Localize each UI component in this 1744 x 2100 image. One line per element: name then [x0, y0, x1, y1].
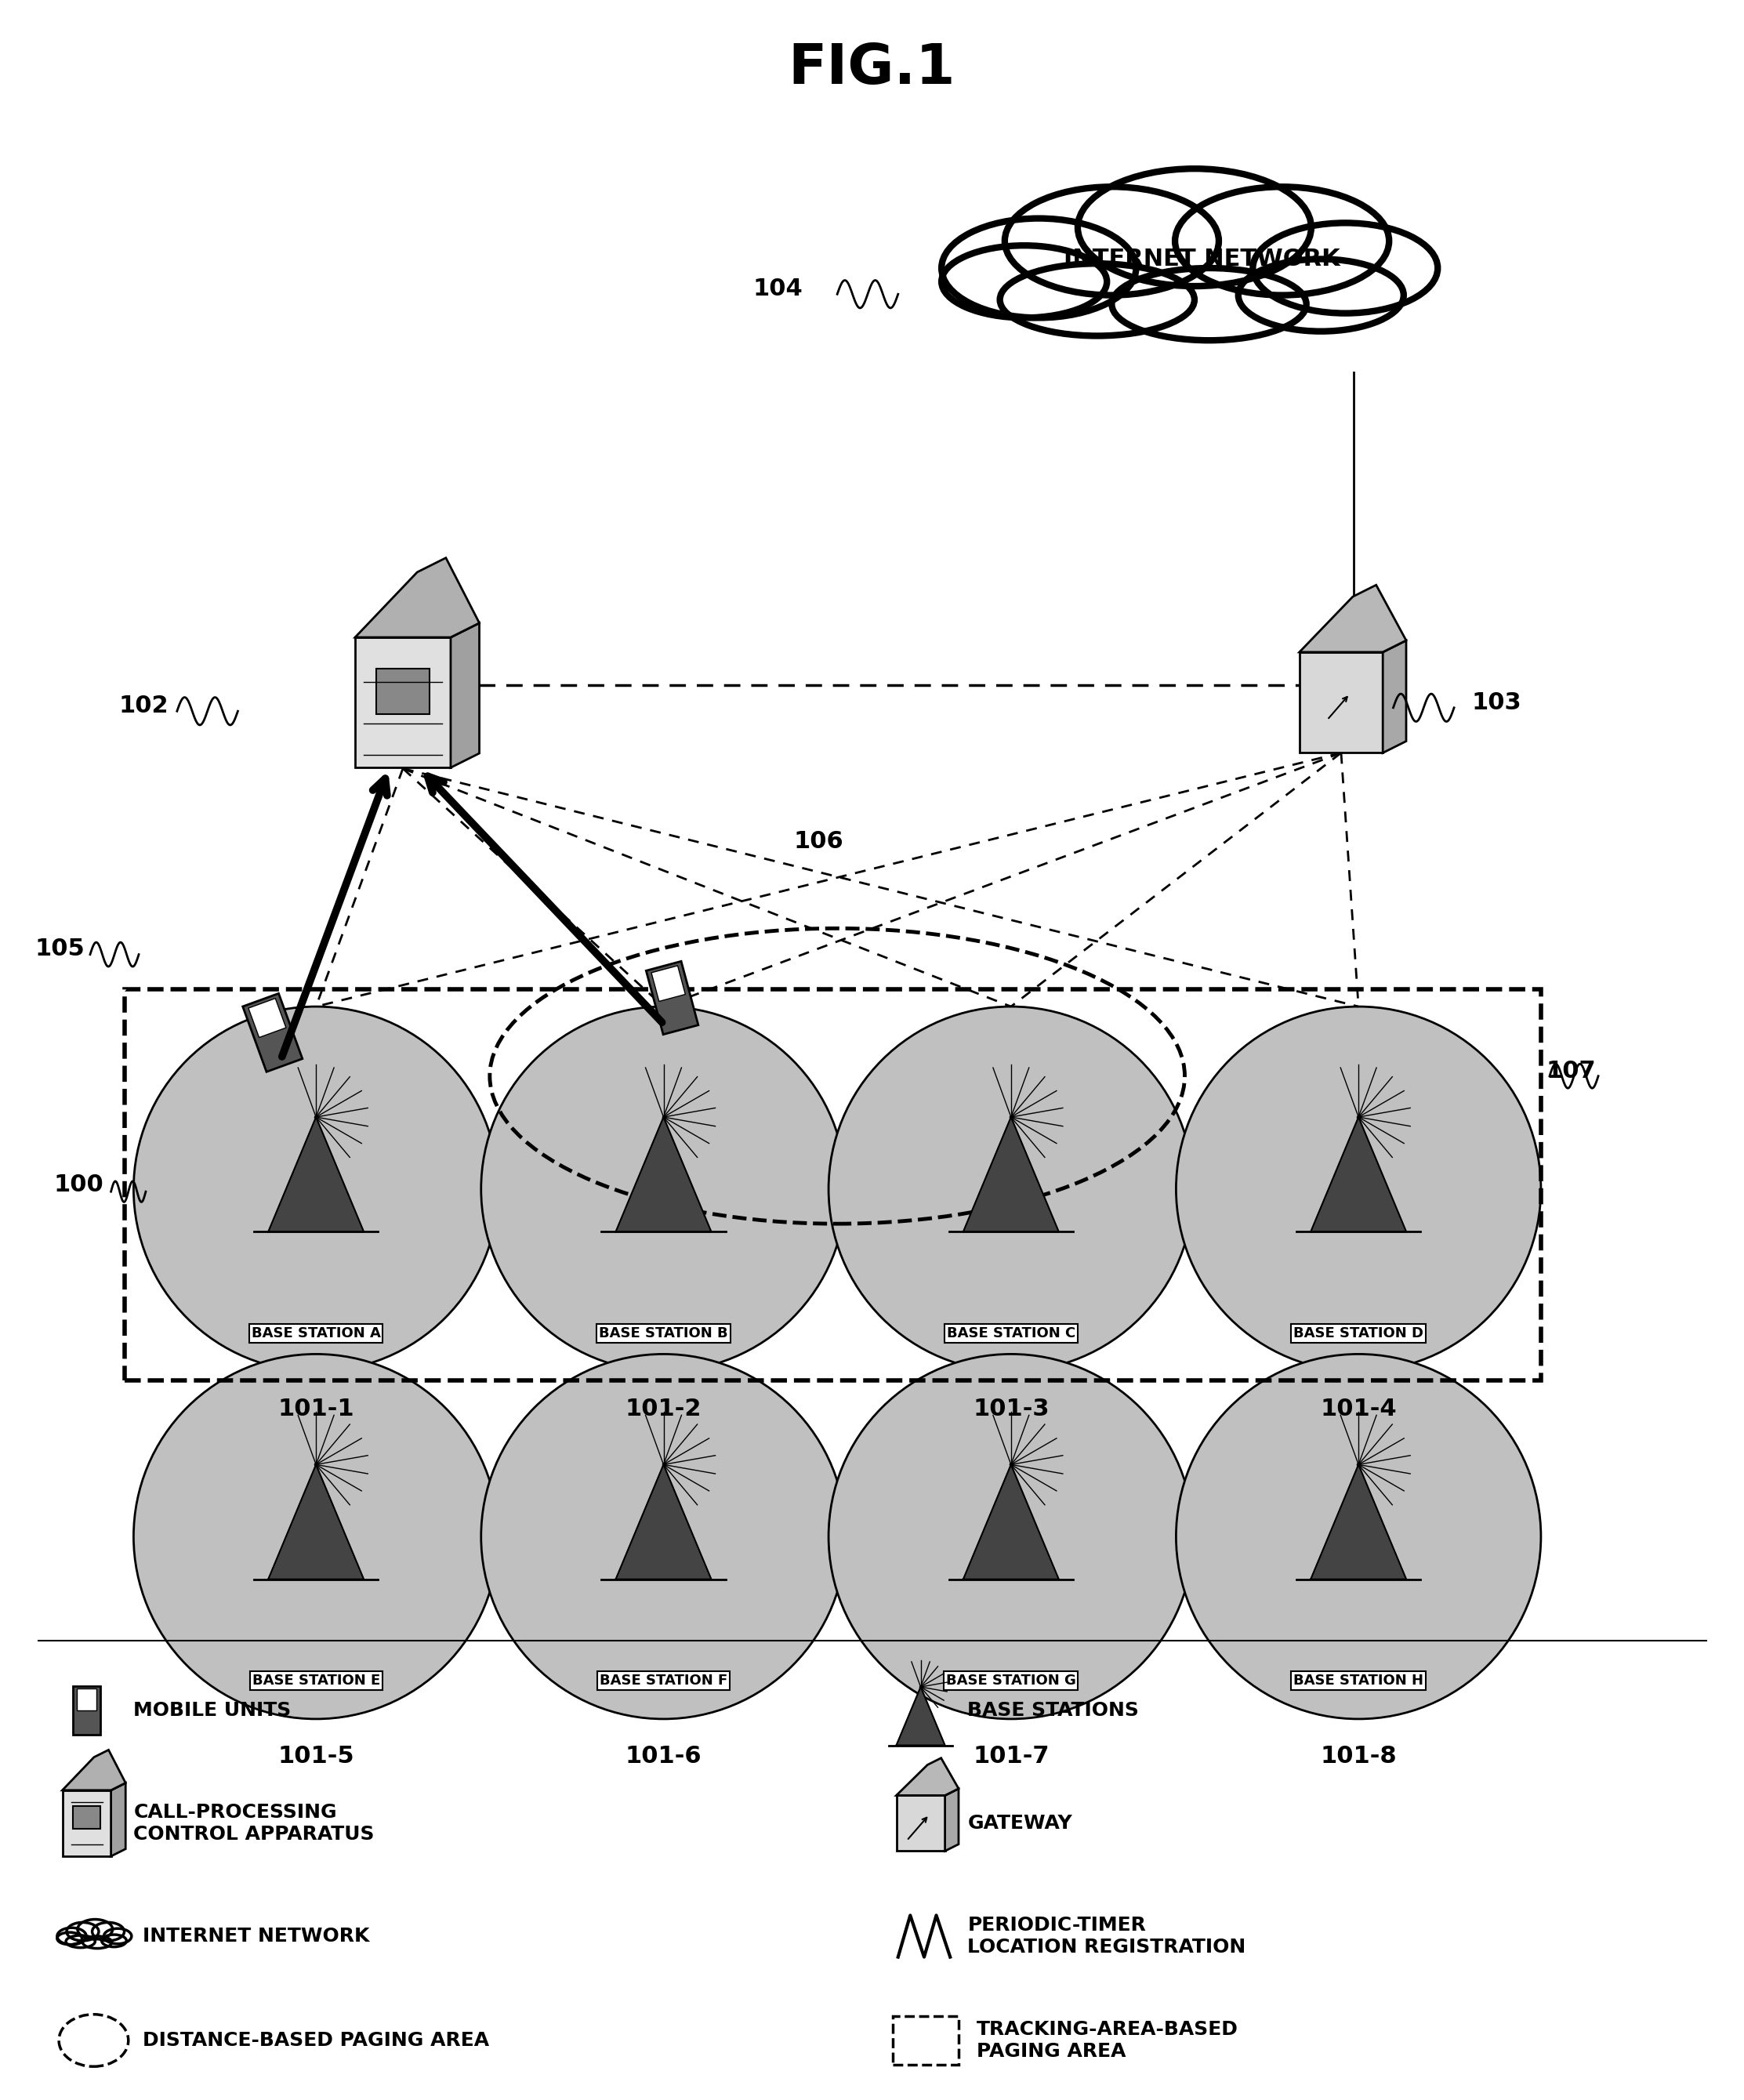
Bar [126, 989, 1542, 1380]
Polygon shape [73, 1686, 99, 1735]
Text: 105: 105 [35, 939, 85, 960]
Text: 101-1: 101-1 [277, 1396, 354, 1420]
Ellipse shape [942, 246, 1107, 317]
Ellipse shape [1111, 269, 1306, 340]
Polygon shape [1299, 586, 1406, 653]
Circle shape [134, 1006, 499, 1371]
Polygon shape [645, 962, 698, 1035]
Polygon shape [963, 1117, 1059, 1233]
Ellipse shape [1238, 258, 1404, 332]
Polygon shape [77, 1688, 96, 1709]
Text: FIG.1: FIG.1 [788, 42, 956, 94]
Polygon shape [1299, 653, 1383, 754]
Polygon shape [269, 1117, 364, 1233]
Text: BASE STATION D: BASE STATION D [1294, 1327, 1423, 1340]
Text: 101-2: 101-2 [626, 1396, 701, 1420]
Ellipse shape [66, 1922, 99, 1940]
Ellipse shape [999, 265, 1195, 336]
Polygon shape [356, 636, 450, 769]
Polygon shape [1299, 640, 1406, 653]
Bar [893, 2016, 959, 2064]
Text: 100: 100 [54, 1174, 105, 1197]
Polygon shape [242, 993, 302, 1071]
Circle shape [134, 1354, 499, 1720]
Text: BASE STATIONS: BASE STATIONS [968, 1701, 1139, 1720]
Text: INTERNET NETWORK: INTERNET NETWORK [143, 1928, 370, 1945]
Polygon shape [1311, 1117, 1406, 1233]
Circle shape [1175, 1354, 1542, 1720]
Bar [377, 668, 429, 714]
Text: 101-8: 101-8 [1320, 1745, 1397, 1768]
Text: 101-7: 101-7 [973, 1745, 1050, 1768]
Text: BASE STATION H: BASE STATION H [1294, 1674, 1423, 1688]
Circle shape [828, 1006, 1193, 1371]
Text: 106: 106 [794, 830, 844, 853]
Ellipse shape [82, 1936, 112, 1949]
Polygon shape [963, 1464, 1059, 1579]
Ellipse shape [77, 1919, 113, 1938]
Text: DISTANCE-BASED PAGING AREA: DISTANCE-BASED PAGING AREA [143, 2031, 488, 2050]
Circle shape [481, 1006, 846, 1371]
Polygon shape [896, 1758, 959, 1796]
Bar [73, 1806, 99, 1829]
Polygon shape [450, 624, 480, 769]
Polygon shape [945, 1789, 959, 1850]
Polygon shape [651, 966, 685, 1002]
Text: 102: 102 [119, 695, 169, 718]
Polygon shape [63, 1789, 112, 1856]
Ellipse shape [105, 1928, 131, 1945]
Polygon shape [248, 997, 286, 1037]
Ellipse shape [1005, 187, 1219, 296]
Polygon shape [63, 1783, 126, 1789]
Polygon shape [356, 559, 480, 636]
Text: BASE STATION G: BASE STATION G [945, 1674, 1076, 1688]
Circle shape [1175, 1006, 1542, 1371]
Text: 107: 107 [1547, 1060, 1596, 1082]
Ellipse shape [92, 1922, 124, 1940]
Polygon shape [616, 1464, 712, 1579]
Polygon shape [1311, 1464, 1406, 1579]
Text: BASE STATION F: BASE STATION F [600, 1674, 727, 1688]
Text: 103: 103 [1472, 691, 1521, 714]
Ellipse shape [66, 1936, 96, 1947]
Polygon shape [1383, 640, 1406, 754]
Polygon shape [356, 624, 480, 636]
Text: INTERNET NETWORK: INTERNET NETWORK [1064, 248, 1341, 271]
Text: 101-4: 101-4 [1320, 1396, 1397, 1420]
Circle shape [828, 1354, 1193, 1720]
Text: 101-6: 101-6 [626, 1745, 701, 1768]
Text: BASE STATION B: BASE STATION B [598, 1327, 727, 1340]
Ellipse shape [58, 1932, 82, 1945]
Ellipse shape [101, 1934, 127, 1947]
Text: MOBILE UNITS: MOBILE UNITS [134, 1701, 291, 1720]
Polygon shape [896, 1796, 945, 1850]
Text: 104: 104 [752, 277, 802, 300]
Ellipse shape [1175, 187, 1388, 296]
Polygon shape [112, 1783, 126, 1856]
Polygon shape [896, 1686, 945, 1745]
Polygon shape [896, 1789, 959, 1795]
Ellipse shape [58, 1928, 85, 1945]
Text: TRACKING-AREA-BASED
PAGING AREA: TRACKING-AREA-BASED PAGING AREA [977, 2020, 1238, 2060]
Ellipse shape [942, 218, 1135, 317]
Text: BASE STATION E: BASE STATION E [253, 1674, 380, 1688]
Text: BASE STATION C: BASE STATION C [947, 1327, 1076, 1340]
Text: 101-3: 101-3 [973, 1396, 1050, 1420]
Text: GATEWAY: GATEWAY [968, 1814, 1073, 1833]
Ellipse shape [1252, 223, 1437, 313]
Circle shape [481, 1354, 846, 1720]
Ellipse shape [1078, 168, 1311, 286]
Text: CALL-PROCESSING
CONTROL APPARATUS: CALL-PROCESSING CONTROL APPARATUS [134, 1804, 375, 1844]
Text: BASE STATION A: BASE STATION A [251, 1327, 380, 1340]
Text: PERIODIC-TIMER
LOCATION REGISTRATION: PERIODIC-TIMER LOCATION REGISTRATION [968, 1915, 1245, 1957]
Polygon shape [269, 1464, 364, 1579]
Polygon shape [616, 1117, 712, 1233]
Polygon shape [63, 1749, 126, 1789]
Text: 101-5: 101-5 [277, 1745, 354, 1768]
